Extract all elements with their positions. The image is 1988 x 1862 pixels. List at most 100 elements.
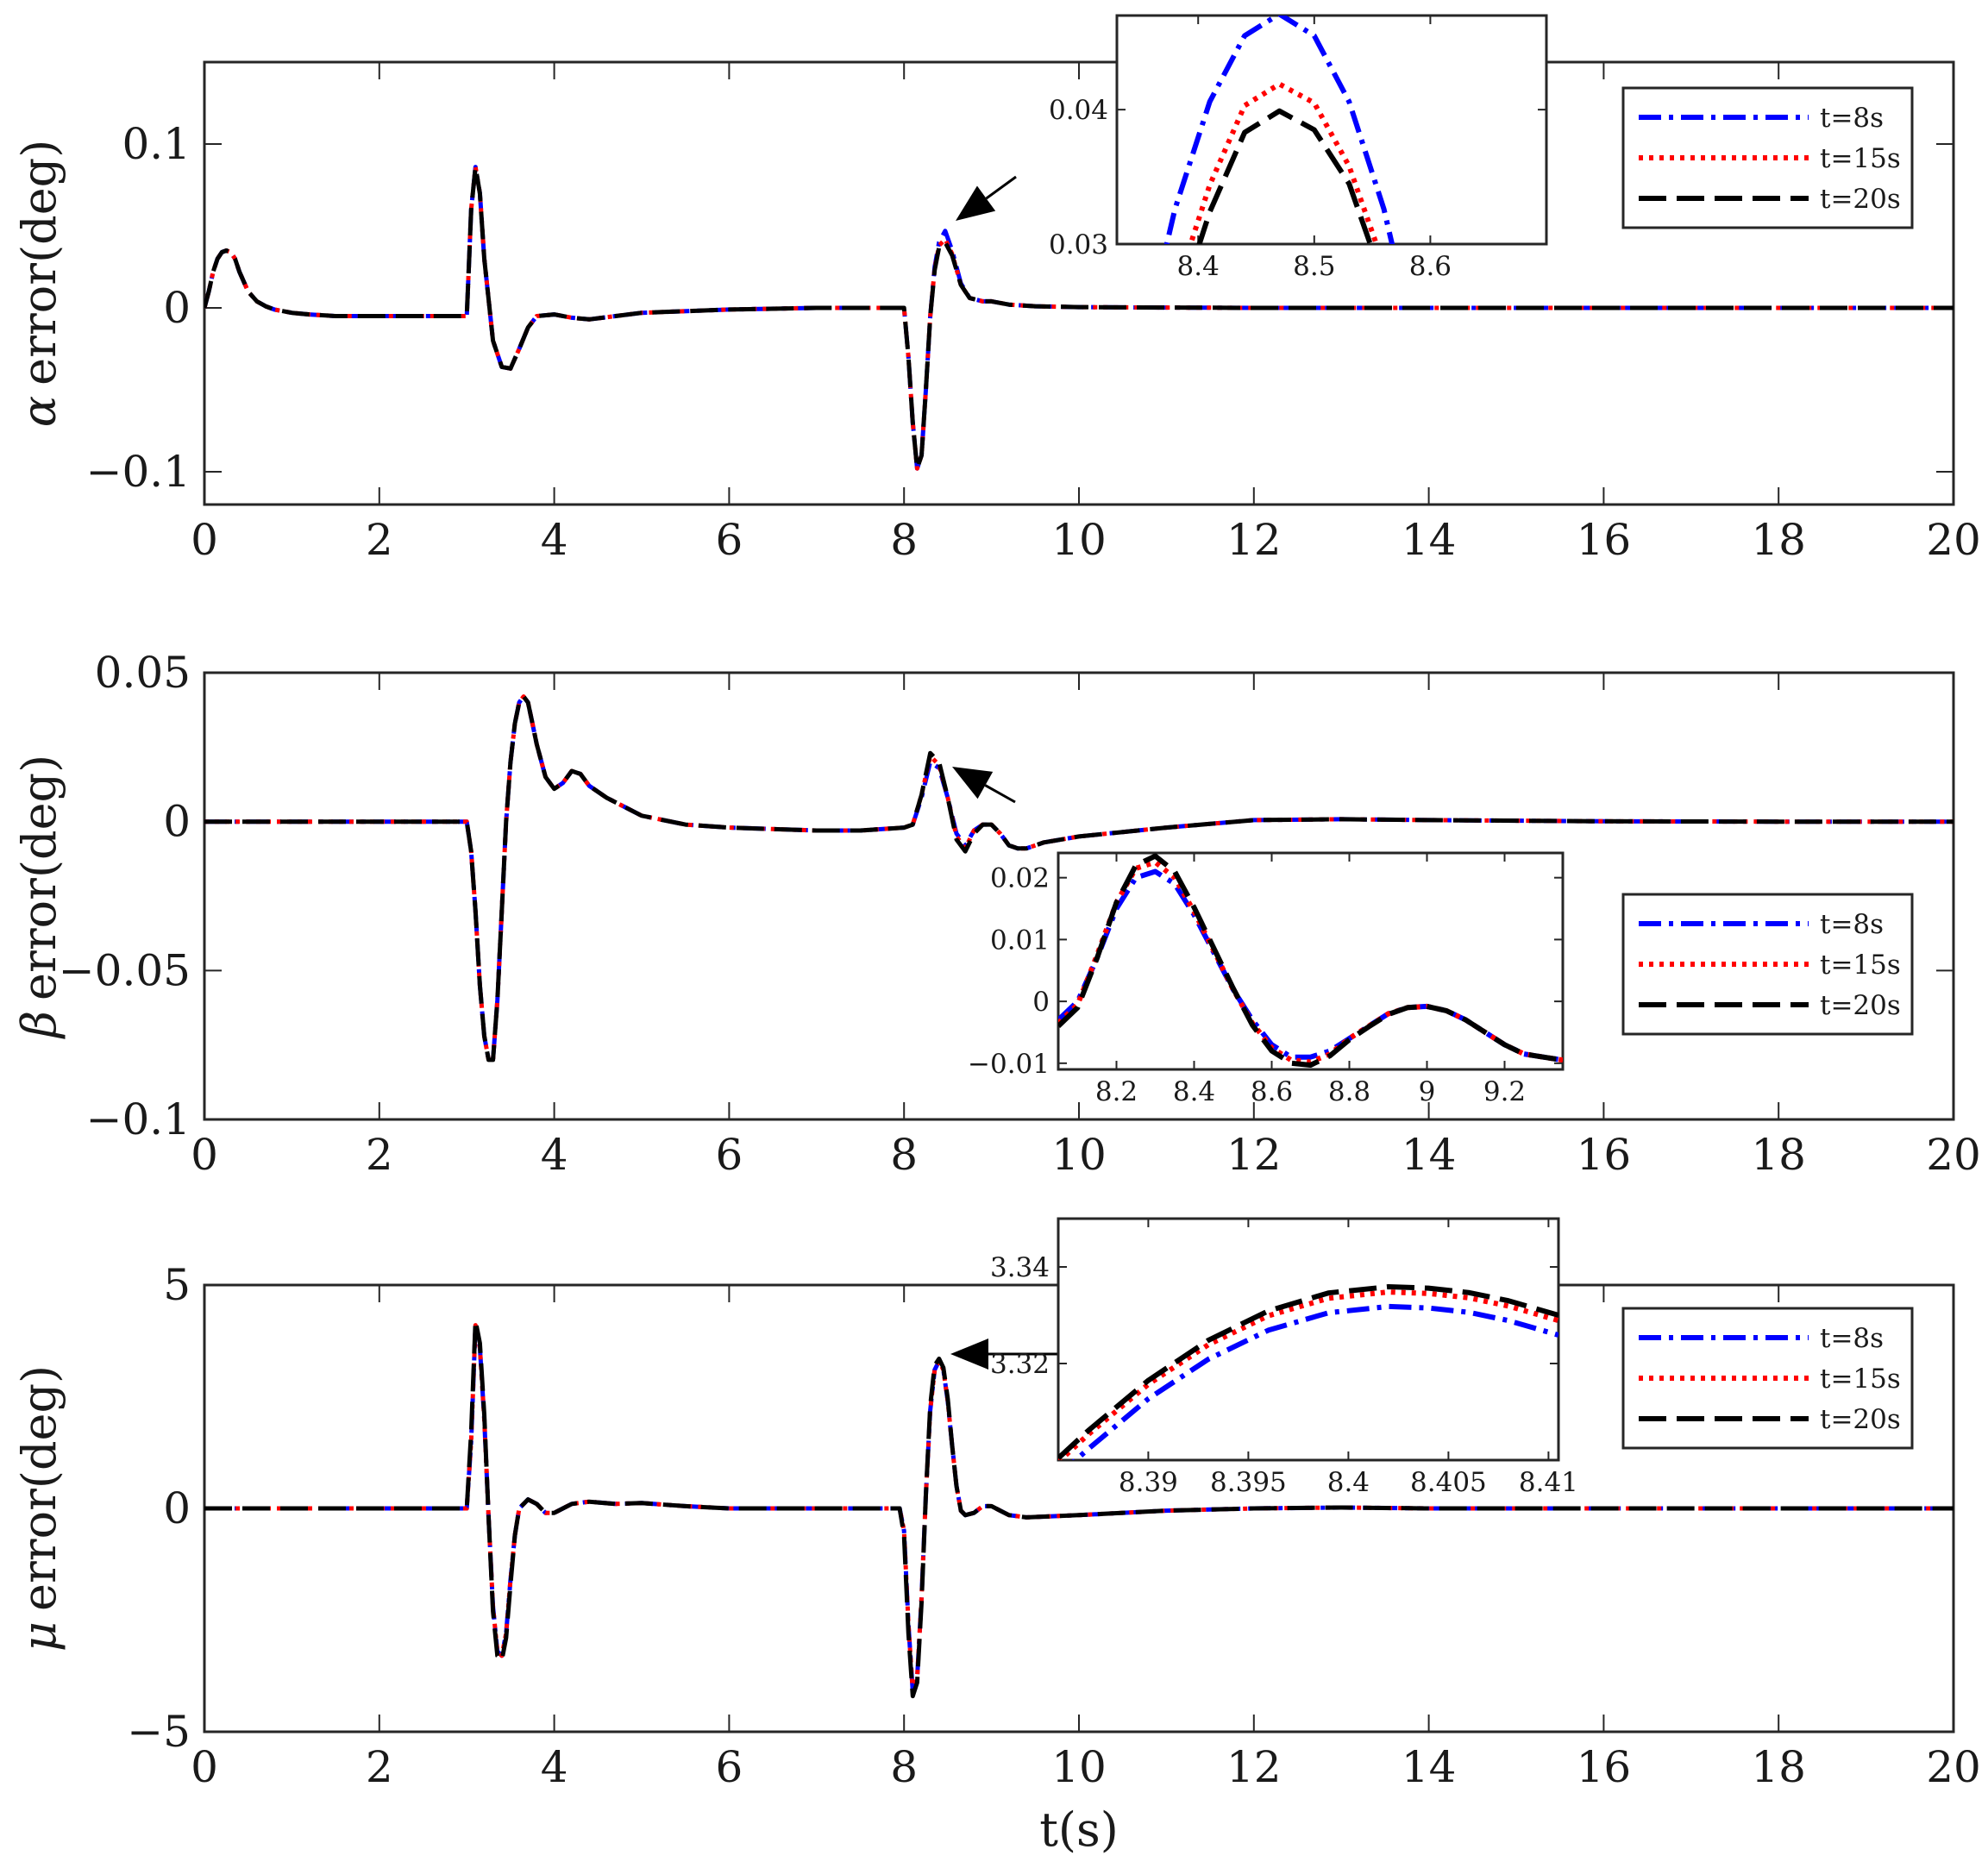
plot-mu-legend-label: t=20s bbox=[1820, 1404, 1901, 1435]
plot-mu-legend-label: t=8s bbox=[1820, 1323, 1884, 1354]
plot-alpha-xtick-label: 4 bbox=[541, 515, 568, 565]
plot-mu-inset-ytick-label: 3.32 bbox=[990, 1349, 1050, 1380]
plot-alpha-xtick-label: 0 bbox=[191, 515, 218, 565]
plot-alpha-ytick-label: 0 bbox=[163, 283, 191, 333]
plot-alpha-xtick-label: 14 bbox=[1402, 515, 1457, 565]
plot-beta-xtick-label: 18 bbox=[1751, 1130, 1806, 1180]
plot-beta-ylabel-symbol: β bbox=[12, 1011, 66, 1039]
plot-mu-legend-label: t=15s bbox=[1820, 1364, 1901, 1395]
plot-mu-legend: t=8s t=15s t=20s bbox=[1621, 1307, 1914, 1450]
plot-beta-legend-label: t=15s bbox=[1820, 950, 1901, 981]
plot-mu-inset-frame bbox=[1057, 1217, 1560, 1462]
plot-mu-inset-xtick-label: 8.4 bbox=[1327, 1467, 1370, 1498]
plot-mu-xtick-label: 14 bbox=[1402, 1742, 1457, 1792]
plot-mu-inset-series-line-t20s bbox=[1058, 1284, 1558, 1460]
plot-beta-inset-xtick-label: 8.6 bbox=[1251, 1076, 1293, 1107]
plot-alpha-ylabel-symbol: α bbox=[12, 396, 66, 427]
plot-beta-inset: 8.2 8.4 8.6 8.8 9 9.2 −0.01 0 0.01 0.02 bbox=[968, 851, 1565, 1107]
plot-alpha-xtick-label: 12 bbox=[1226, 515, 1282, 565]
plot-alpha-series-line-t20s bbox=[204, 165, 1954, 471]
plot-mu-ylabel-symbol: μ bbox=[12, 1621, 66, 1652]
plot-mu-xtick-label: 4 bbox=[541, 1742, 568, 1792]
plot-mu-xtick-label: 10 bbox=[1051, 1742, 1107, 1792]
plot-alpha-xtick-label: 16 bbox=[1577, 515, 1632, 565]
plot-mu-xtick-label: 8 bbox=[890, 1742, 918, 1792]
plot-beta-inset-frame bbox=[1057, 851, 1565, 1071]
plot-mu-inset-xtick-label: 8.39 bbox=[1119, 1467, 1178, 1498]
plot-beta-legend-label: t=8s bbox=[1820, 909, 1884, 940]
plot-alpha-xtick-label: 20 bbox=[1926, 515, 1981, 565]
plot-beta-inset-series-line-t20s bbox=[1058, 853, 1563, 1068]
plot-beta-inset-xtick-label: 9 bbox=[1419, 1076, 1436, 1107]
plot-mu-ytick-label: −5 bbox=[127, 1707, 191, 1757]
plot-beta-series-line-t20s bbox=[204, 694, 1954, 1063]
plot-mu-zoom-arrow-head bbox=[950, 1339, 988, 1370]
plot-alpha-inset-ytick-label: 0.03 bbox=[1049, 229, 1108, 260]
plot-mu-series-line-t20s bbox=[204, 1318, 1954, 1699]
plot-alpha-xtick-label: 10 bbox=[1051, 515, 1107, 565]
plot-alpha-inset: 8.4 8.5 8.6 0.03 0.04 bbox=[1049, 14, 1548, 282]
plot-beta-inset-ytick-label: 0.01 bbox=[990, 925, 1050, 956]
plot-mu-xtick-label: 2 bbox=[366, 1742, 393, 1792]
plot-alpha-ytick-label: 0.1 bbox=[122, 119, 191, 169]
plot-beta-xtick-label: 2 bbox=[366, 1130, 393, 1180]
plot-mu-ylabel-text: error(deg) bbox=[12, 1365, 66, 1611]
plot-alpha-legend: t=8s t=15s t=20s bbox=[1621, 86, 1914, 229]
plot-mu-xlabel: t(s) bbox=[1039, 1802, 1119, 1857]
plot-mu-inset-xtick-label: 8.395 bbox=[1210, 1467, 1287, 1498]
plot-beta-zoom-arrow-head bbox=[952, 767, 994, 799]
plot-beta-xtick-label: 6 bbox=[715, 1130, 743, 1180]
plot-beta-ylabel: β error(deg) bbox=[12, 755, 66, 1039]
plot-mu-xtick-label: 18 bbox=[1751, 1742, 1806, 1792]
plot-mu-inset-series-line-t8s bbox=[1071, 1303, 1558, 1460]
plot-beta-legend: t=8s t=15s t=20s bbox=[1621, 893, 1914, 1036]
plot-beta-legend-label: t=20s bbox=[1820, 990, 1901, 1021]
plot-alpha-inset-xtick-label: 8.5 bbox=[1293, 251, 1335, 282]
plot-beta-ylabel-text: error(deg) bbox=[12, 755, 66, 1000]
plot-alpha-ylabel: α error(deg) bbox=[12, 140, 66, 428]
plot-beta-xtick-label: 12 bbox=[1226, 1130, 1282, 1180]
plot-mu-inset-ytick-label: 3.34 bbox=[990, 1252, 1050, 1283]
plot-alpha-ylabel-text: error(deg) bbox=[12, 140, 66, 386]
plot-alpha-inset-ytick-label: 0.04 bbox=[1049, 95, 1108, 126]
plot-beta-xtick-label: 16 bbox=[1577, 1130, 1632, 1180]
plot-alpha-legend-label: t=20s bbox=[1820, 184, 1901, 215]
plot-beta-inset-series-line-t15s bbox=[1058, 859, 1563, 1065]
plot-mu-ytick-label: 0 bbox=[163, 1483, 191, 1533]
plot-mu-inset-xtick-label: 8.405 bbox=[1410, 1467, 1487, 1498]
plot-beta-xtick-label: 8 bbox=[890, 1130, 918, 1180]
plot-mu-inset: 8.39 8.395 8.4 8.405 8.41 3.32 3.34 bbox=[990, 1217, 1578, 1498]
plot-alpha-legend-label: t=15s bbox=[1820, 143, 1901, 174]
plot-beta-xtick-label: 20 bbox=[1926, 1130, 1981, 1180]
plot-alpha-xtick-label: 8 bbox=[890, 515, 918, 565]
plot-mu-xtick-label: 12 bbox=[1226, 1742, 1282, 1792]
plot-mu-ylabel: μ error(deg) bbox=[12, 1365, 66, 1652]
plot-beta-ytick-label: 0.05 bbox=[95, 648, 191, 698]
plot-mu-xtick-label: 20 bbox=[1926, 1742, 1981, 1792]
plot-alpha-inset-xtick-label: 8.4 bbox=[1177, 251, 1220, 282]
plot-beta-ytick-label: −0.1 bbox=[86, 1094, 191, 1144]
plot-alpha-xtick-label: 6 bbox=[715, 515, 743, 565]
plot-mu-ytick-label: 5 bbox=[163, 1260, 191, 1310]
plot-beta-inset-xtick-label: 8.4 bbox=[1173, 1076, 1215, 1107]
plot-alpha-zoom-arrow-shaft bbox=[985, 175, 1017, 200]
plot-beta-inset-ytick-label: −0.01 bbox=[968, 1049, 1050, 1080]
plot-mu-inset-xtick-label: 8.41 bbox=[1519, 1467, 1578, 1498]
plot-alpha-inset-series-line-t20s bbox=[1196, 108, 1373, 244]
plot-mu-xtick-label: 16 bbox=[1577, 1742, 1632, 1792]
plot-alpha-xtick-label: 18 bbox=[1751, 515, 1806, 565]
plot-beta-xtick-label: 4 bbox=[541, 1130, 568, 1180]
plot-alpha-xtick-label: 2 bbox=[366, 515, 393, 565]
plot-beta-xtick-label: 10 bbox=[1051, 1130, 1107, 1180]
plot-beta-inset-xtick-label: 8.8 bbox=[1328, 1076, 1370, 1107]
plot-alpha-inset-xtick-label: 8.6 bbox=[1409, 251, 1452, 282]
plot-beta-inset-ytick-label: 0 bbox=[1032, 987, 1050, 1018]
plot-alpha-inset-frame bbox=[1115, 14, 1548, 246]
plot-mu-xtick-label: 6 bbox=[715, 1742, 743, 1792]
plot-mu-xtick-label: 0 bbox=[191, 1742, 218, 1792]
plot-beta-ytick-label: −0.05 bbox=[59, 945, 191, 995]
plot-beta-xtick-label: 14 bbox=[1402, 1130, 1457, 1180]
plot-beta-inset-xtick-label: 9.2 bbox=[1483, 1076, 1526, 1107]
plot-alpha-zoom-arrow-head bbox=[956, 185, 996, 221]
